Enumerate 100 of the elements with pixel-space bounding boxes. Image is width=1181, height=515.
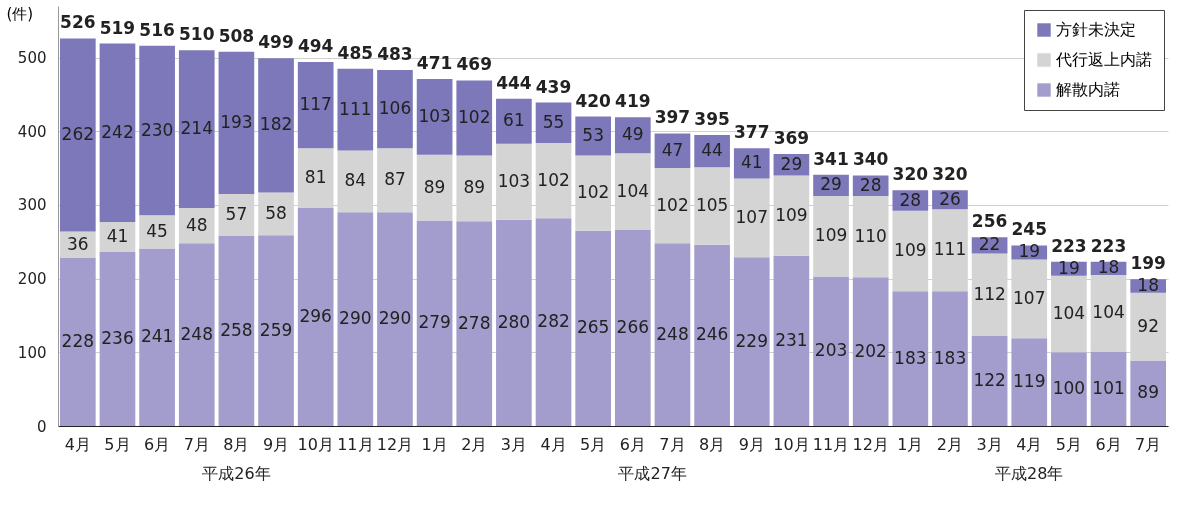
bar [337,68,374,151]
bar [535,218,572,426]
y-axis-title: (件) [6,4,34,23]
total-label: 471 [416,52,453,73]
bar [297,62,334,149]
data-label: 19 [1018,241,1041,262]
bar [258,58,294,193]
data-label: 103 [418,105,451,126]
bar [178,243,215,426]
data-label: 230 [140,119,174,140]
bar [377,212,413,426]
total-label: 395 [694,108,730,129]
total-label: 519 [99,17,136,38]
data-label: 202 [854,340,887,361]
data-label: 102 [576,182,610,203]
data-label: 248 [180,323,213,344]
bar [337,212,374,426]
bar [654,243,691,426]
bar [496,98,532,144]
bar [178,50,215,208]
bar [416,220,453,426]
data-label: 111 [933,239,967,260]
total-label: 377 [734,122,770,143]
x-tick-label: 11月 [812,434,850,454]
data-label: 100 [1052,378,1086,399]
x-tick-label: 7月 [183,434,210,454]
data-label: 106 [378,98,412,119]
total-label: 245 [1011,219,1047,240]
data-label: 103 [497,170,531,191]
data-label: 290 [339,308,372,329]
total-label: 469 [456,54,492,75]
x-tick-label: 9月 [262,434,290,454]
x-tick-label: 6月 [1095,434,1122,454]
data-label: 242 [101,121,134,142]
data-label: 102 [537,169,570,190]
total-label: 526 [60,12,96,33]
data-label: 58 [265,202,287,223]
data-label: 92 [1137,315,1159,336]
total-label: 340 [852,149,889,170]
total-label: 439 [535,76,572,97]
data-label: 104 [1052,303,1086,323]
data-label: 290 [378,308,412,329]
total-label: 508 [218,25,255,46]
data-label: 241 [140,326,174,347]
bar [377,70,413,149]
x-tick-label: 6月 [144,434,171,454]
legend-label: 方針未決定 [1056,20,1136,39]
x-tick-label: 3月 [500,434,527,454]
data-label: 29 [820,174,842,195]
bar [892,291,929,426]
data-label: 231 [775,329,808,350]
x-tick-label: 5月 [104,434,131,454]
data-label: 105 [695,195,729,216]
total-label: 444 [496,72,532,93]
x-tick-label: 7月 [659,434,686,454]
total-label: 516 [139,19,175,40]
data-label: 107 [735,206,768,227]
x-tick-label: 4月 [540,434,567,454]
y-tick-label: 300 [17,196,47,215]
data-label: 117 [299,94,332,115]
data-label: 49 [622,124,644,145]
data-label: 111 [339,98,372,119]
bar [416,78,453,155]
x-tick-label: 9月 [738,434,765,454]
data-label: 203 [814,340,848,361]
x-tick-label: 4月 [1016,434,1043,454]
data-label: 81 [304,167,327,188]
legend-label: 解散内諾 [1056,80,1120,99]
x-tick-label: 2月 [461,434,488,454]
data-label: 89 [463,177,486,198]
data-label: 22 [978,234,1001,255]
data-label: 266 [616,317,650,337]
data-label: 282 [537,311,570,332]
data-label: 248 [656,323,689,344]
bar [456,221,493,426]
data-label: 262 [61,123,95,144]
data-label: 122 [973,370,1006,391]
data-label: 44 [701,140,723,161]
bar [496,219,532,426]
data-label: 28 [899,189,922,210]
data-label: 183 [933,347,967,368]
data-label: 104 [616,180,650,201]
bar [456,80,493,156]
data-label: 193 [220,111,253,132]
data-label: 55 [542,111,565,132]
bar [1090,351,1127,426]
data-label: 28 [859,174,882,195]
total-label: 494 [297,36,334,56]
total-label: 199 [1130,253,1166,274]
y-tick-label: 400 [17,122,47,141]
bar [297,207,334,426]
x-tick-label: 3月 [976,434,1003,454]
data-label: 26 [939,188,961,209]
bar [1130,360,1167,426]
data-label: 41 [106,226,129,246]
bar [575,230,612,426]
total-label: 341 [813,148,849,169]
data-label: 109 [775,204,808,225]
y-tick-label: 200 [17,270,47,289]
data-label: 296 [299,305,332,326]
